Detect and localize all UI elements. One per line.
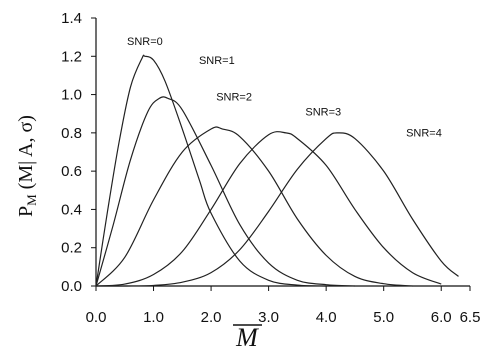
y-tick-label: 1.4: [61, 10, 82, 27]
x-tick-label: 3.0: [258, 309, 279, 326]
x-axis-label: M: [233, 323, 262, 351]
series-annotation: SNR=0: [127, 36, 163, 48]
series-annotations: SNR=0 SNR=1 SNR=2 SNR=3 SNR=4: [127, 36, 442, 140]
series-annotation: SNR=2: [216, 91, 252, 103]
series-line-snr-2: [95, 126, 413, 287]
series-annotation: SNR=3: [305, 107, 341, 119]
series-line-snr-1: [95, 96, 355, 287]
x-tick-label: 6.5: [460, 309, 481, 326]
series-annotation: SNR=4: [406, 128, 442, 140]
y-tick-label: 0.4: [61, 201, 82, 218]
series-line-snr-3: [95, 131, 442, 287]
y-tick-label: 0.6: [61, 163, 82, 180]
series-line-snr-0: [95, 54, 327, 287]
y-tick-label: 0.0: [61, 278, 82, 295]
x-tick-label: 5.0: [373, 309, 394, 326]
x-axis-label-text: M: [235, 323, 259, 351]
y-axis-ticks: 0.0 0.2 0.4 0.6 0.8 1.0 1.2 1.4: [61, 10, 96, 295]
y-axis-label-base: P: [15, 206, 37, 217]
x-axis-ticks: 0.0 1.0 2.0 3.0 4.0 5.0 6.0 6.5: [86, 286, 481, 326]
series-curves: [95, 54, 459, 287]
y-tick-label: 0.2: [61, 240, 82, 257]
x-tick-label: 0.0: [86, 309, 107, 326]
y-tick-label: 0.8: [61, 125, 82, 142]
series-line-snr-4: [95, 132, 459, 287]
x-tick-label: 6.0: [431, 309, 452, 326]
y-tick-label: 1.0: [61, 87, 82, 104]
series-annotation: SNR=1: [199, 55, 235, 67]
x-tick-label: 4.0: [316, 309, 337, 326]
x-tick-label: 1.0: [143, 309, 164, 326]
y-axis-label: PM (M| A, σ): [15, 115, 39, 217]
y-tick-label: 1.2: [61, 48, 82, 65]
y-axis-label-rest: (M| A, σ): [15, 115, 37, 194]
x-tick-label: 2.0: [201, 309, 222, 326]
y-axis-label-sub: M: [24, 194, 39, 206]
